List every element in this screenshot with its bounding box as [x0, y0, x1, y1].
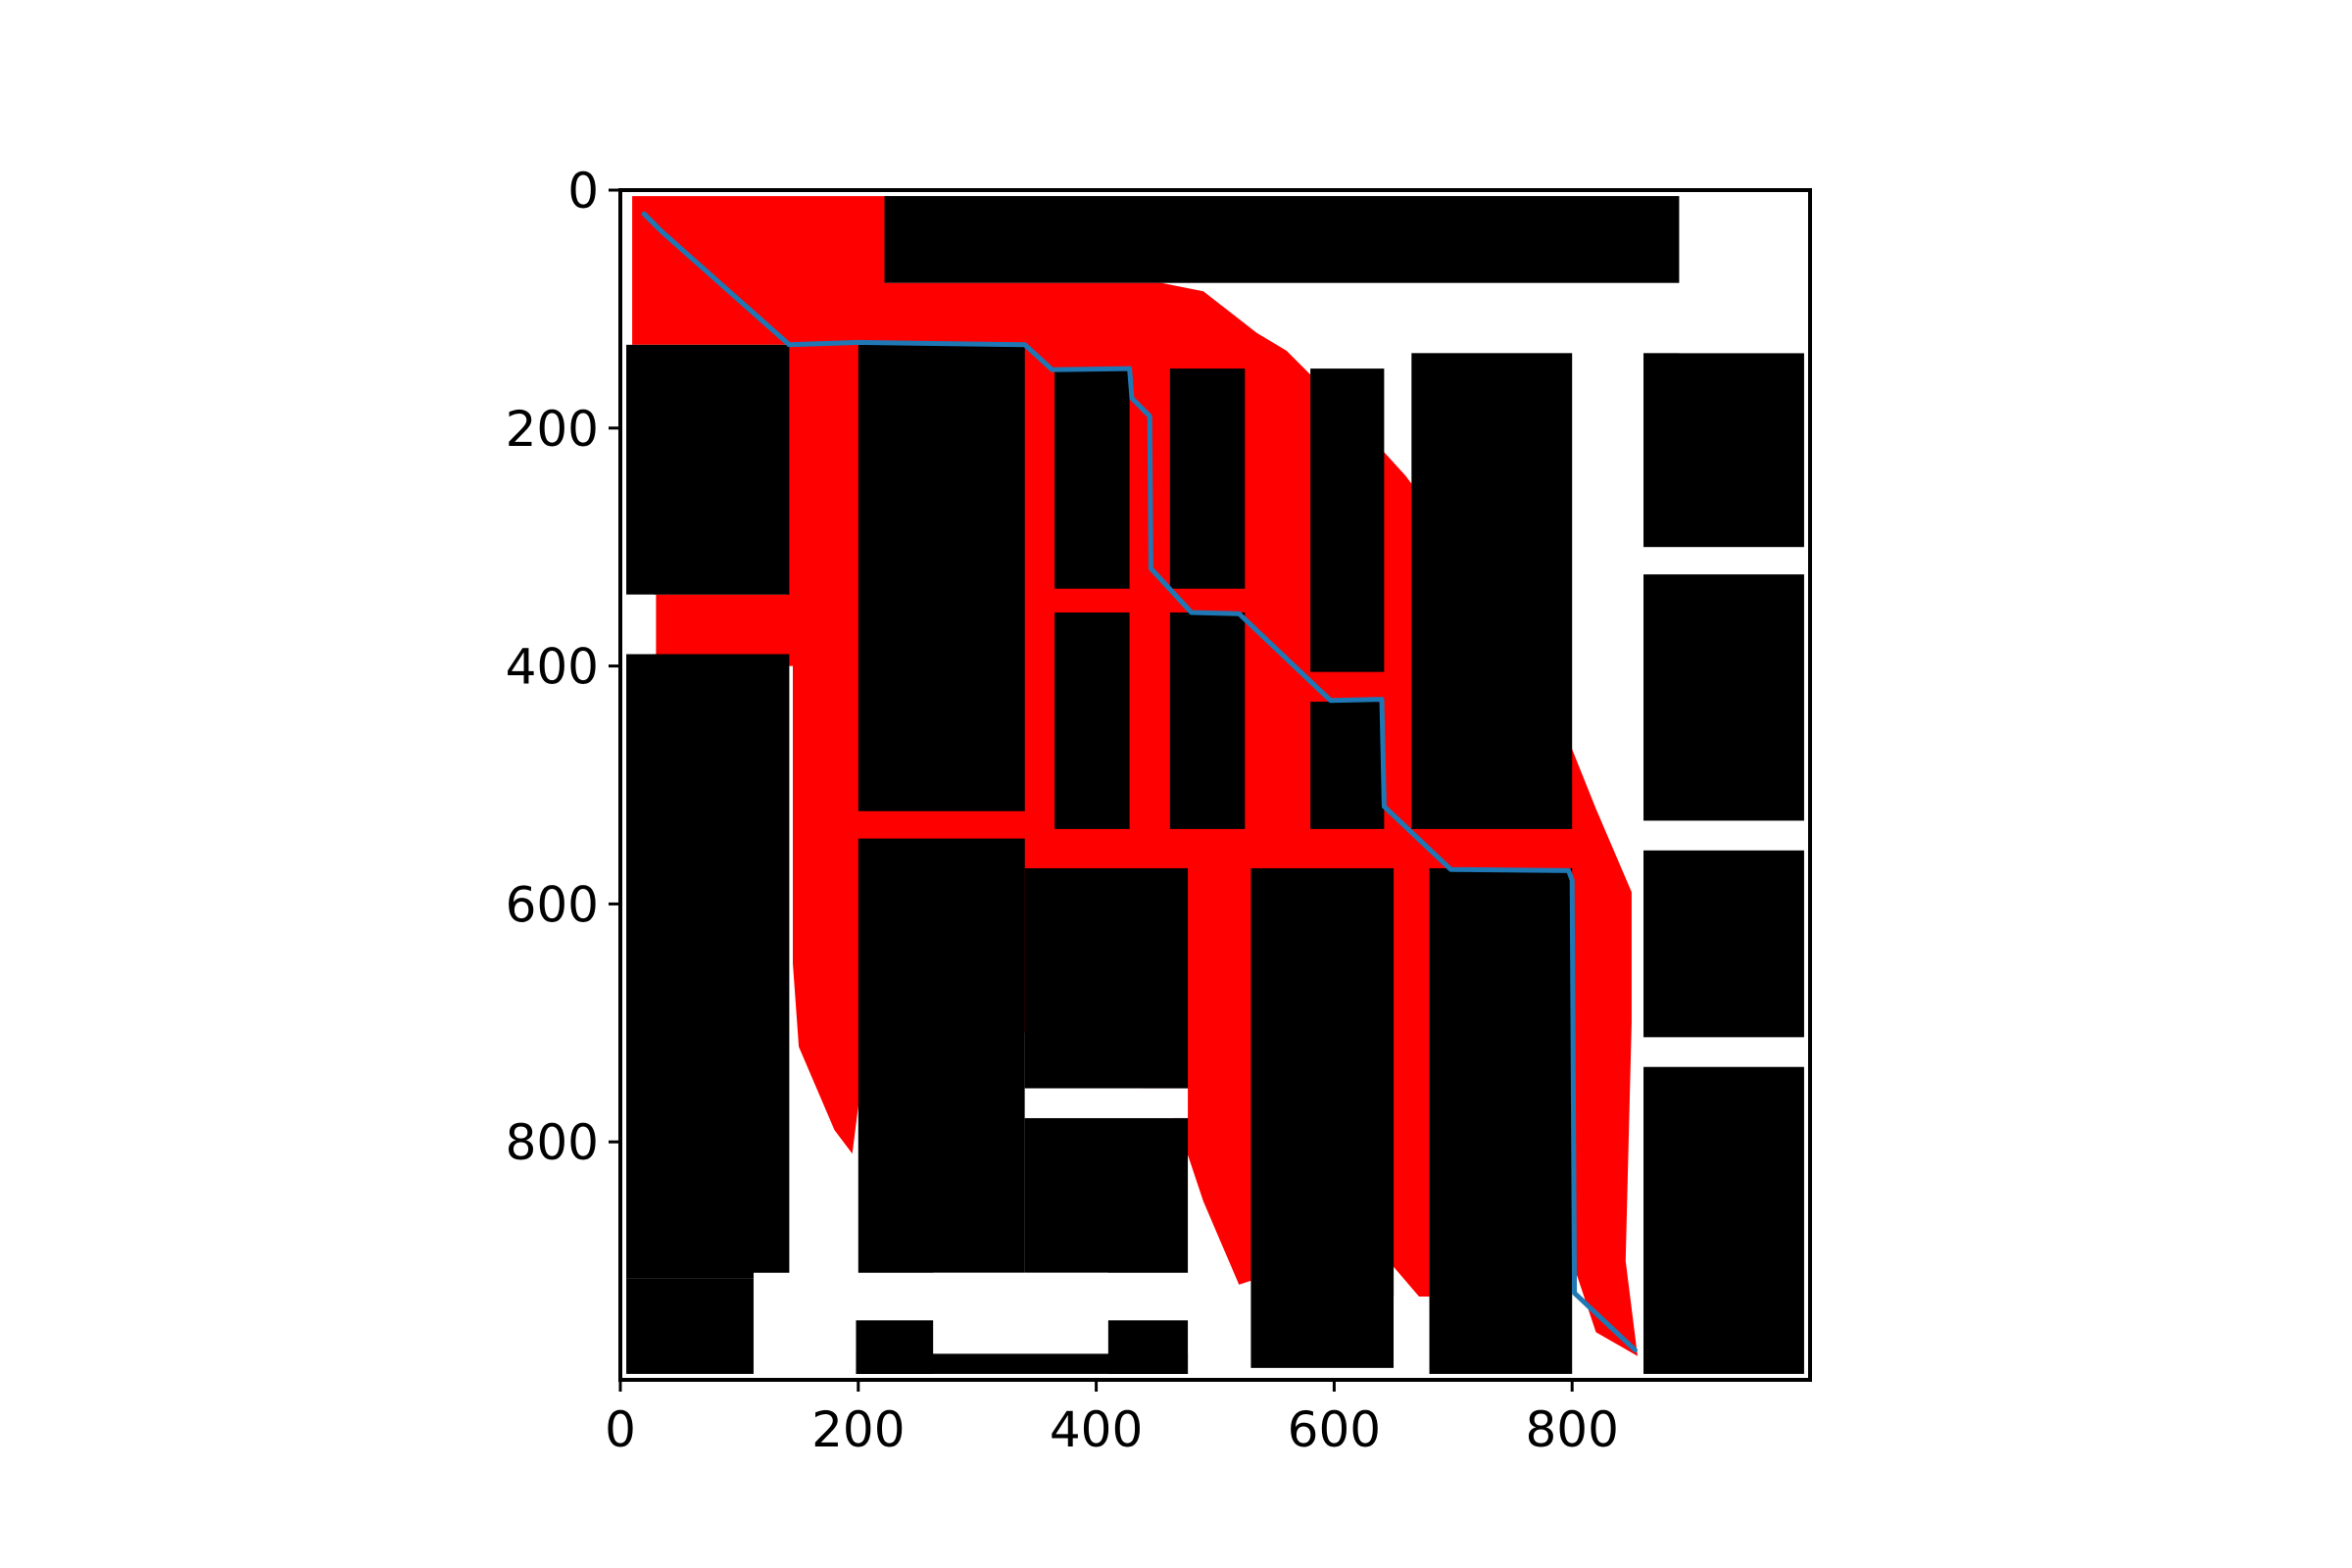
y-tick-label-200: 200: [506, 401, 599, 458]
x-tick-label-200: 200: [811, 1401, 905, 1458]
obstacle-block-24: [856, 1353, 1189, 1374]
obstacle-block-13: [1643, 353, 1804, 548]
free-gap-3: [933, 1272, 1108, 1354]
obstacle-block-12: [1411, 353, 1573, 829]
obstacle-block-11: [1310, 702, 1385, 829]
plot-area: [620, 190, 1810, 1380]
y-tick-label-0: 0: [567, 163, 599, 220]
x-tick-label-0: 0: [605, 1401, 636, 1458]
planned-path-line: [641, 211, 1638, 1353]
obstacle-block-6: [1054, 368, 1130, 589]
obstacle-block-21: [1429, 867, 1573, 1374]
obstacle-block-4: [626, 1278, 754, 1374]
free-gap-1: [626, 594, 654, 655]
obstacle-block-16: [1643, 1066, 1804, 1374]
x-tick-label-600: 600: [1288, 1401, 1381, 1458]
y-tick-label-800: 800: [506, 1114, 599, 1171]
obstacle-block-15: [1643, 850, 1804, 1038]
obstacle-block-10: [1310, 368, 1385, 672]
free-gap-2: [753, 1272, 857, 1374]
y-tick-label-600: 600: [506, 876, 599, 933]
free-gap-5: [1394, 1297, 1430, 1374]
x-tick-label-400: 400: [1050, 1401, 1143, 1458]
obstacle-block-3: [626, 654, 790, 1279]
obstacle-block-18: [1024, 867, 1189, 1089]
obstacle-block-8: [1054, 612, 1130, 829]
obstacle-block-5: [858, 344, 1025, 811]
obstacle-block-9: [1169, 612, 1246, 829]
obstacle-block-19: [1024, 1117, 1189, 1273]
free-gap-4: [1024, 1088, 1189, 1118]
obstacle-block-2: [626, 344, 790, 595]
obstacle-block-17: [858, 838, 1025, 1273]
obstacle-block-7: [1169, 368, 1246, 589]
y-tick-label-400: 400: [506, 639, 599, 696]
obstacle-block-20: [1250, 867, 1395, 1368]
axes-frame: [618, 188, 1812, 1382]
free-gap-6: [1679, 196, 1804, 354]
x-tick-label-800: 800: [1525, 1401, 1618, 1458]
obstacle-block-1: [884, 196, 1680, 283]
axes: 0 200 400 600 800 0 200 400 600 800: [506, 163, 1812, 1458]
obstacle-block-14: [1643, 574, 1804, 821]
